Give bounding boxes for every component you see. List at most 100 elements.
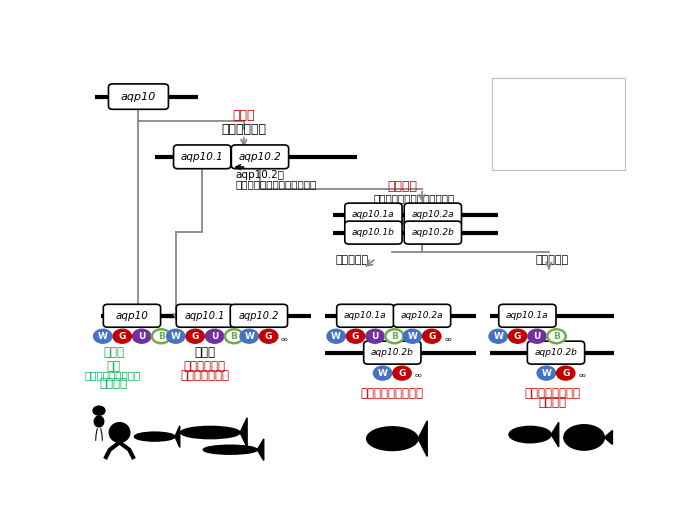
Text: ハイギョ: ハイギョ <box>99 377 127 390</box>
Text: aqp10.2a: aqp10.2a <box>411 210 454 219</box>
Circle shape <box>403 329 422 343</box>
FancyBboxPatch shape <box>499 304 556 327</box>
Text: G: G <box>514 332 521 341</box>
Circle shape <box>528 329 546 343</box>
Text: aqp10.2の: aqp10.2の <box>236 170 284 179</box>
FancyBboxPatch shape <box>364 341 421 364</box>
Circle shape <box>240 329 259 343</box>
Circle shape <box>422 329 441 343</box>
Text: G: G <box>265 332 273 341</box>
Text: W: W <box>378 369 388 378</box>
Text: 肉鰭類: 肉鰭類 <box>104 346 125 359</box>
Polygon shape <box>551 422 559 447</box>
Ellipse shape <box>367 427 418 451</box>
Text: aqp10.1: aqp10.1 <box>185 311 225 321</box>
Text: 尿素: 尿素 <box>526 130 539 143</box>
Text: 遺伝子欠失: 遺伝子欠失 <box>335 255 369 265</box>
Circle shape <box>93 329 112 343</box>
Ellipse shape <box>564 425 604 450</box>
Circle shape <box>346 329 365 343</box>
Text: アフリカツメガエル: アフリカツメガエル <box>85 370 141 380</box>
Text: トラフグ: トラフグ <box>539 396 567 409</box>
FancyBboxPatch shape <box>492 78 625 170</box>
Text: W: W <box>98 332 108 341</box>
Text: タイヘイヨウニシン: タイヘイヨウニシン <box>361 387 424 400</box>
Text: aqp10.2: aqp10.2 <box>238 152 282 162</box>
FancyBboxPatch shape <box>174 145 231 169</box>
Text: W: W <box>493 332 503 341</box>
Text: G: G <box>562 369 569 378</box>
FancyBboxPatch shape <box>109 84 169 109</box>
Text: U: U <box>211 332 218 341</box>
Text: タンデム重複: タンデム重複 <box>221 123 266 136</box>
Text: aqp10.1: aqp10.1 <box>181 152 224 162</box>
Polygon shape <box>175 426 180 447</box>
Text: グリセロール: グリセロール <box>526 110 568 123</box>
Text: 条鰭類: 条鰭類 <box>233 109 255 121</box>
Polygon shape <box>418 421 427 456</box>
Circle shape <box>504 131 521 143</box>
Ellipse shape <box>109 423 130 442</box>
Text: ホウ酸: ホウ酸 <box>526 151 546 164</box>
Text: 遺伝子欠失: 遺伝子欠失 <box>535 255 568 265</box>
FancyBboxPatch shape <box>528 341 585 364</box>
Text: B: B <box>509 153 516 162</box>
Text: aqp10.2: aqp10.2 <box>238 311 279 321</box>
Circle shape <box>385 329 404 343</box>
Circle shape <box>327 329 345 343</box>
Circle shape <box>93 406 105 415</box>
Text: B: B <box>231 332 238 341</box>
Text: oo: oo <box>578 373 586 378</box>
Ellipse shape <box>204 445 257 454</box>
Circle shape <box>152 329 170 343</box>
FancyBboxPatch shape <box>230 304 288 327</box>
Circle shape <box>393 366 411 380</box>
Text: スポテッドガー: スポテッドガー <box>181 369 229 381</box>
Circle shape <box>259 329 278 343</box>
Text: oo: oo <box>281 337 289 342</box>
Ellipse shape <box>509 426 551 443</box>
Text: 真骨魚類: 真骨魚類 <box>387 180 417 193</box>
Circle shape <box>504 110 521 122</box>
Ellipse shape <box>94 416 104 427</box>
Text: U: U <box>533 332 541 341</box>
FancyBboxPatch shape <box>345 221 402 244</box>
Circle shape <box>504 151 521 163</box>
Text: G: G <box>509 112 516 121</box>
Text: W: W <box>171 332 181 341</box>
Text: aqp10: aqp10 <box>121 92 156 102</box>
Circle shape <box>225 329 243 343</box>
FancyBboxPatch shape <box>404 203 461 226</box>
Text: W: W <box>244 332 254 341</box>
Text: ポリプテルス: ポリプテルス <box>184 360 226 372</box>
Text: B: B <box>391 332 398 341</box>
Text: ヒト: ヒト <box>106 360 120 372</box>
Text: G: G <box>352 332 359 341</box>
Text: U: U <box>509 132 516 142</box>
FancyBboxPatch shape <box>345 203 402 226</box>
Text: W: W <box>542 369 551 378</box>
Circle shape <box>366 329 384 343</box>
Text: U: U <box>138 332 146 341</box>
Text: G: G <box>399 369 406 378</box>
Circle shape <box>537 366 556 380</box>
Ellipse shape <box>135 432 175 441</box>
Text: aqp10.1a: aqp10.1a <box>344 311 387 320</box>
Text: B: B <box>553 332 560 341</box>
FancyBboxPatch shape <box>404 221 461 244</box>
Circle shape <box>113 329 132 343</box>
Circle shape <box>509 329 527 343</box>
Text: W: W <box>331 332 341 341</box>
FancyBboxPatch shape <box>337 304 394 327</box>
Text: oo: oo <box>415 373 422 378</box>
FancyBboxPatch shape <box>393 304 451 327</box>
Circle shape <box>504 90 521 102</box>
FancyBboxPatch shape <box>231 145 289 169</box>
Text: 真骨魚類特異的全ゲノム重複: 真骨魚類特異的全ゲノム重複 <box>374 193 454 203</box>
Text: aqp10.2b: aqp10.2b <box>371 348 414 357</box>
Circle shape <box>186 329 204 343</box>
Text: aqp10.1b: aqp10.1b <box>352 228 395 237</box>
Text: aqp10.1a: aqp10.1a <box>352 210 395 219</box>
Text: B: B <box>158 332 164 341</box>
Text: W: W <box>507 92 517 101</box>
